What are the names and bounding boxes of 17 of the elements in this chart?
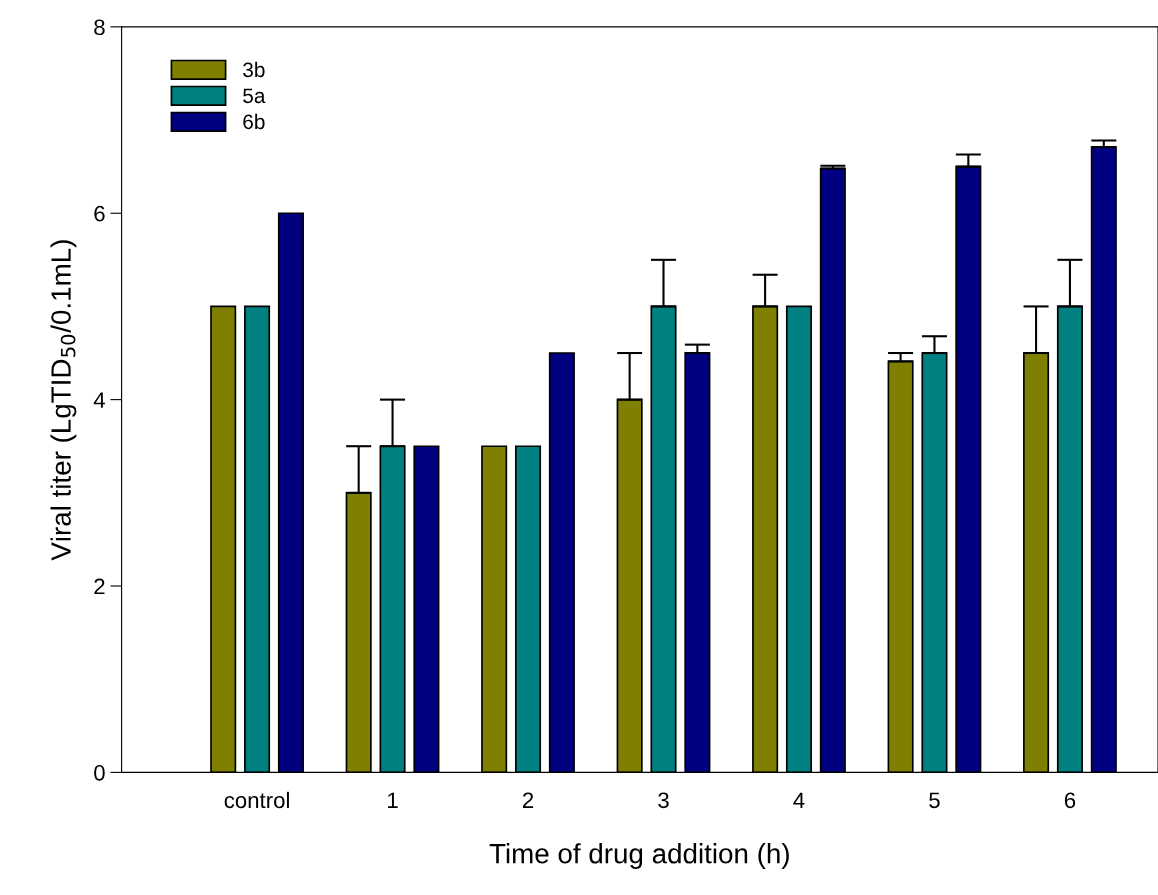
x-tick-label: 3: [658, 792, 669, 809]
y-tick-label: 6: [94, 205, 105, 222]
y-axis-title: Viral titer (LgTID$_{50}$/0.1mL): [50, 240, 77, 561]
x-axis-title: Time of drug addition (h): [489, 843, 789, 869]
x-tick-label: 2: [522, 792, 534, 808]
y-tick-label: 2: [94, 578, 105, 595]
legend-label: 6b: [243, 113, 265, 130]
legend-label: 5a: [243, 88, 266, 104]
y-tick-label: 8: [94, 19, 105, 36]
x-tick-label: control: [224, 791, 289, 809]
y-tick-label: 4: [93, 392, 105, 408]
y-tick-label: 0: [94, 764, 105, 781]
x-tick-label: 1: [388, 792, 398, 808]
x-tick-label: 5: [929, 792, 940, 809]
x-tick-label: 6: [1064, 792, 1076, 809]
legend-label: 3b: [243, 61, 265, 78]
x-tick-label: 4: [793, 792, 805, 808]
